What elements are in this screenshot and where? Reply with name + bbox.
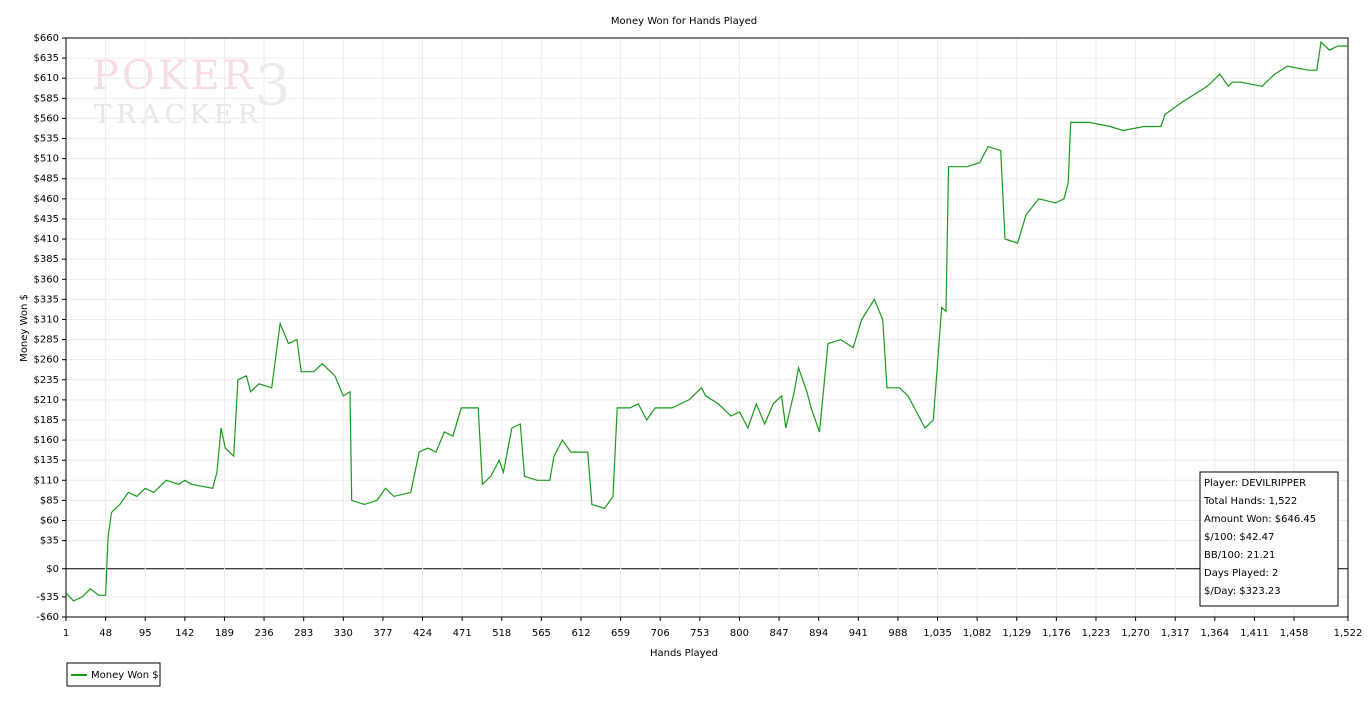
info-box [1199,471,1339,607]
legend-label: Money Won $ [91,670,159,681]
line-series [65,40,1348,602]
y-tick-label: $85 [40,495,59,506]
chart-title: Money Won for Hands Played [611,16,757,27]
info-text: Days Played: 2 [1204,568,1278,579]
x-tick-label: 1,035 [923,628,952,639]
y-tick-label: $585 [34,93,59,104]
y-tick-label: $135 [34,455,59,466]
x-tick-label: 424 [413,628,432,639]
y-tick-label: -$35 [36,592,59,603]
y-tick-label: $435 [34,214,59,225]
x-tick-label: 142 [175,628,194,639]
x-tick-label: 1,411 [1240,628,1269,639]
x-tick-label: 330 [334,628,353,639]
y-tick-label: $110 [34,475,59,486]
y-tick-label: $385 [34,254,59,265]
x-tick-label: 1,129 [1002,628,1031,639]
y-tick-label: $0 [46,564,59,575]
x-tick-label: 941 [849,628,868,639]
y-tick-label: $210 [34,395,59,406]
watermark: POKER [92,53,256,99]
x-tick-label: 1,176 [1042,628,1071,639]
info-text: $/Day: $323.23 [1204,586,1281,597]
watermark: TRACKER [94,100,263,130]
x-tick-label: 189 [215,628,234,639]
x-tick-label: 894 [809,628,828,639]
info-text: BB/100: 21.21 [1204,550,1275,561]
x-tick-label: 1,270 [1121,628,1150,639]
y-tick-label: -$60 [36,612,59,623]
y-tick-label: $360 [34,274,59,285]
x-tick-label: 612 [571,628,590,639]
info-text: Total Hands: 1,522 [1203,496,1297,507]
y-tick-label: $535 [34,134,59,145]
y-tick-label: $410 [34,234,59,245]
x-tick-label: 800 [730,628,749,639]
y-tick-label: $235 [34,375,59,386]
legend-box [66,662,161,687]
x-axis-label: Hands Played [650,648,718,659]
info-text: Player: DEVILRIPPER [1204,478,1306,489]
x-tick-label: 1 [63,628,69,639]
y-axis-label: Money Won $ [19,294,30,362]
x-tick-label: 471 [453,628,472,639]
x-tick-label: 377 [373,628,392,639]
x-tick-label: 659 [611,628,630,639]
plot-frame [65,37,1349,618]
x-tick-label: 1,082 [963,628,992,639]
x-tick-label: 988 [888,628,907,639]
y-tick-label: $660 [34,33,59,44]
y-tick-label: $610 [34,73,59,84]
y-tick-label: $335 [34,294,59,305]
info-text: $/100: $42.47 [1204,532,1274,543]
x-tick-label: 1,522 [1334,628,1363,639]
x-tick-label: 236 [255,628,274,639]
x-tick-label: 706 [651,628,670,639]
y-tick-label: $460 [34,194,59,205]
y-tick-label: $160 [34,435,59,446]
x-tick-label: 847 [770,628,789,639]
info-text: Amount Won: $646.45 [1204,514,1316,525]
y-tick-label: $310 [34,314,59,325]
x-tick-label: 753 [690,628,709,639]
y-tick-label: $285 [34,335,59,346]
x-tick-label: 1,223 [1082,628,1111,639]
x-tick-label: 95 [139,628,152,639]
y-tick-label: $260 [34,355,59,366]
x-tick-label: 518 [492,628,511,639]
x-tick-label: 1,458 [1280,628,1309,639]
y-tick-label: $510 [34,154,59,165]
y-tick-label: $35 [40,536,59,547]
y-tick-label: $485 [34,174,59,185]
x-tick-label: 48 [99,628,112,639]
y-tick-label: $185 [34,415,59,426]
x-tick-label: 1,364 [1201,628,1230,639]
watermark: 3 [255,54,291,119]
x-tick-label: 565 [532,628,551,639]
x-tick-label: 283 [294,628,313,639]
y-tick-label: $60 [40,516,59,527]
x-tick-label: 1,317 [1161,628,1190,639]
y-tick-label: $635 [34,53,59,64]
y-tick-label: $560 [34,113,59,124]
